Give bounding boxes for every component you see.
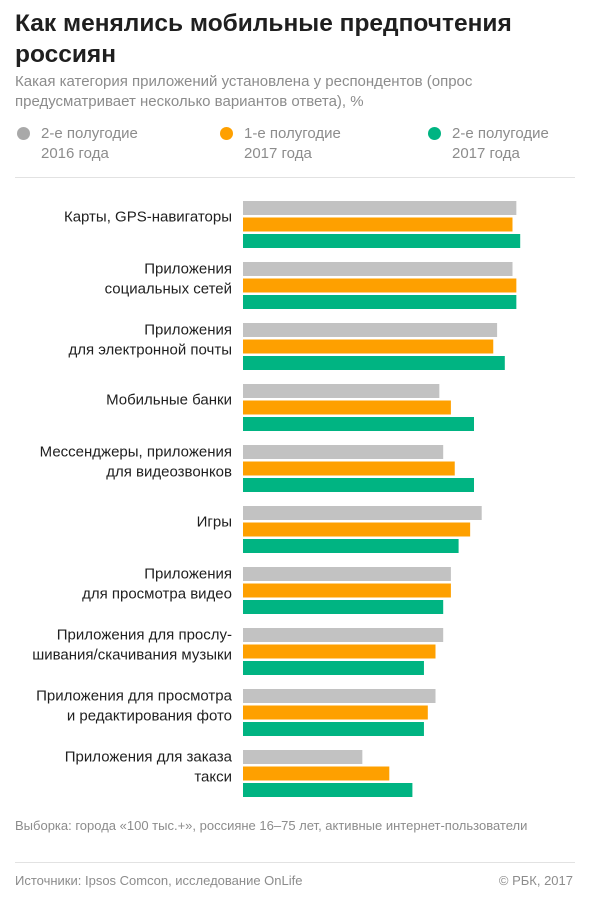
bar [243, 478, 474, 492]
category-label: Приложения для прослу-шивания/скачивания… [32, 627, 232, 664]
bar [243, 400, 451, 415]
legend-dot-2017-h1 [220, 127, 233, 140]
bar [243, 705, 428, 720]
category-label: Мобильные банки [106, 392, 232, 409]
bar [243, 722, 424, 736]
legend-label-2017-h2: 2-е полугодие 2017 года [452, 125, 549, 162]
bar [243, 323, 498, 337]
bar [243, 644, 436, 659]
category-label: Мессенджеры, приложения для видеозвонков [40, 444, 232, 481]
bar [243, 600, 444, 614]
bar [243, 461, 455, 476]
bar [243, 262, 513, 276]
legend-label-2016-h2: 2-е полугодие 2016 года [41, 125, 138, 162]
bar [243, 445, 444, 459]
chart-title: Как менялись мобильные предпочтения росс… [15, 10, 512, 68]
legend-dot-2017-h2 [428, 127, 441, 140]
bar [243, 339, 494, 354]
bar [243, 295, 517, 309]
legend-dot-2016-h2 [17, 127, 30, 140]
bar [243, 750, 363, 764]
bar [243, 506, 482, 520]
bar [243, 384, 440, 398]
sources: Источники: Ipsos Comcon, исследование On… [15, 873, 303, 888]
bar [243, 689, 436, 703]
top-divider [15, 177, 575, 178]
bottom-divider [15, 862, 575, 863]
bar [243, 522, 471, 537]
bar [243, 628, 444, 642]
bar [243, 783, 413, 797]
category-label: Приложения для заказа такси [65, 749, 233, 786]
category-label: Приложения для электронной почты [68, 322, 232, 359]
legend-label-2017-h1: 1-е полугодие 2017 года [244, 125, 341, 162]
bar [243, 766, 390, 781]
bar [243, 417, 474, 431]
bar [243, 278, 517, 293]
bar [243, 567, 451, 581]
bar [243, 234, 521, 248]
category-label: Приложения социальных сетей [105, 261, 232, 298]
legend: 2-е полугодие 2016 года 1-е полугодие 20… [0, 124, 590, 164]
bar [243, 201, 517, 215]
copyright: © РБК, 2017 [498, 873, 573, 888]
bar [243, 539, 459, 553]
bar [243, 583, 451, 598]
chart-subtitle: Какая категория приложений установлена у… [15, 73, 473, 110]
bar [243, 356, 505, 370]
category-label: Приложения для просмотра видео [82, 566, 232, 603]
category-label: Приложения для просмотра и редактирования… [36, 688, 233, 725]
bar [243, 217, 513, 232]
bar [243, 661, 424, 675]
category-label: Карты, GPS-навигаторы [64, 209, 232, 226]
footnote: Выборка: города «100 тыс.+», россияне 16… [15, 818, 528, 833]
category-label: Игры [197, 514, 232, 531]
